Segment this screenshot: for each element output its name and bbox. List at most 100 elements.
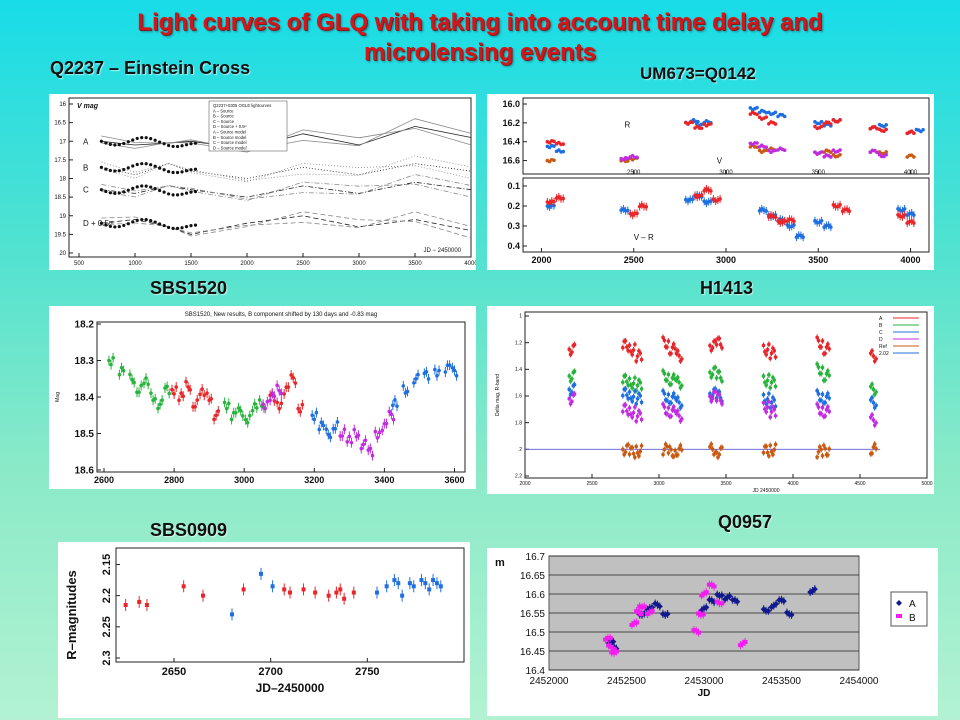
sbs1520-green-point bbox=[158, 402, 162, 407]
q2237-data-point bbox=[99, 188, 103, 192]
sbs0909-blue-point bbox=[270, 584, 275, 589]
q2237-data-point bbox=[167, 143, 171, 148]
h1413-B-point bbox=[669, 382, 673, 387]
sbs0909-blue-point bbox=[396, 581, 401, 586]
chart-q2237: 500 1000 1500 2000 2500 3000 3500 4000 16 16.5 17 1… bbox=[49, 94, 476, 270]
q2237-data-point bbox=[122, 167, 126, 172]
q0957-ytick-label: 16.55 bbox=[520, 609, 545, 620]
sbs1520-ylabel: Mag bbox=[55, 392, 61, 402]
um673-VRB-point bbox=[635, 211, 639, 216]
sbs1520-xtick-label: 2800 bbox=[164, 475, 184, 485]
q2237-ytick-label: 18 bbox=[59, 177, 66, 183]
h1413-A-point bbox=[572, 342, 577, 347]
h1413-plot-frame bbox=[524, 311, 928, 479]
um673-VB-point bbox=[838, 148, 842, 152]
h1413-C-point bbox=[827, 396, 831, 400]
sbs1520-red-point bbox=[174, 385, 179, 389]
h1413-Ref-point bbox=[639, 443, 644, 448]
sbs0909-ylabel: R–magnitudes bbox=[64, 570, 79, 660]
h1413-A-point bbox=[708, 343, 712, 348]
chart-sbs1520-svg: SBS1520, New results, B component shifte… bbox=[55, 312, 466, 485]
q2237-data-point bbox=[144, 184, 148, 188]
h1413-Ref-point bbox=[767, 454, 771, 458]
q0957-point-a bbox=[809, 587, 816, 594]
um673-VB-point bbox=[782, 148, 787, 153]
h1413-A-point bbox=[634, 359, 639, 363]
um673-bottom-xtick-label: 4000 bbox=[901, 255, 921, 265]
um673-RB-point bbox=[838, 118, 842, 122]
sbs0909-red-point bbox=[301, 587, 306, 592]
h1413-ylabel: Delta mag, R-band bbox=[495, 374, 501, 416]
sbs0909-red-point bbox=[144, 603, 149, 607]
um673-VRB-point bbox=[912, 221, 916, 225]
um673-RA-point bbox=[921, 127, 925, 132]
sbs1520-blue-point bbox=[310, 413, 314, 418]
sbs1520-green-point bbox=[255, 406, 259, 410]
q0957-point-a bbox=[726, 593, 733, 600]
q2237-data-point bbox=[193, 223, 198, 227]
h1413-B-point bbox=[761, 374, 766, 378]
q2237-model-line bbox=[101, 127, 472, 153]
q0957-xtick-label: 2452500 bbox=[607, 676, 646, 687]
h1413-Ref-point bbox=[661, 452, 665, 457]
sbs0909-blue-point bbox=[259, 571, 263, 576]
sbs0909-ytick-label: 2.3 bbox=[101, 650, 113, 665]
h1413-A-point bbox=[874, 356, 878, 361]
chart-sbs0909: 2650 2700 2750 2.15 2.2 2.25 2.3 JD–2450000 R–ma… bbox=[58, 542, 470, 718]
sbs1520-red-point bbox=[293, 381, 298, 385]
um673-VA-point bbox=[838, 152, 842, 157]
h1413-D-point bbox=[633, 405, 637, 409]
h1413-D-point bbox=[827, 409, 831, 414]
h1413-C-point bbox=[623, 387, 628, 391]
q0957-point-b bbox=[703, 590, 709, 595]
h1413-Ref-point bbox=[662, 447, 667, 452]
sbs1520-blue-point bbox=[319, 420, 324, 425]
q2237-data-point bbox=[153, 187, 157, 191]
h1413-D-point bbox=[764, 410, 768, 414]
h1413-D-point bbox=[761, 400, 766, 405]
h1413-B-point bbox=[675, 375, 680, 380]
sbs1520-green-point bbox=[128, 372, 132, 377]
q2237-data-point bbox=[131, 220, 135, 224]
h1413-D-point bbox=[679, 417, 684, 421]
q2237-data-point bbox=[126, 140, 130, 144]
sbs1520-green-point bbox=[142, 381, 146, 386]
h1413-ytick-label: 1.8 bbox=[515, 420, 522, 426]
chart-q0957: 16.4 16.45 16.5 16.55 16.6 16.65 16.7 2452000 24… bbox=[487, 548, 938, 716]
q2237-data-point bbox=[189, 142, 193, 146]
q0957-point-b bbox=[641, 604, 647, 609]
h1413-C-point bbox=[871, 400, 876, 405]
panel-label-um673: UM673=Q0142 bbox=[640, 64, 756, 83]
q2237-xtick-label: 3500 bbox=[408, 261, 422, 267]
h1413-A-point bbox=[631, 348, 636, 352]
h1413-D-point bbox=[714, 398, 719, 403]
sbs1520-xtick-label: 3000 bbox=[234, 475, 254, 485]
sbs1520-green-point bbox=[149, 391, 153, 395]
q2237-ytick-label: 18.5 bbox=[54, 195, 66, 201]
q2237-data-point bbox=[149, 185, 153, 189]
q2237-data-point bbox=[171, 144, 175, 149]
q2237-data-point bbox=[189, 224, 193, 228]
h1413-D-point bbox=[826, 404, 830, 409]
h1413-D-point bbox=[666, 405, 671, 410]
q0957-point-b bbox=[634, 620, 640, 625]
q2237-data-point bbox=[144, 218, 148, 222]
um673-top-xtick-label: 3000 bbox=[719, 170, 733, 176]
sbs1520-green-point bbox=[156, 406, 160, 411]
um673-vr-label: V – R bbox=[634, 233, 654, 242]
sbs0909-red-point bbox=[241, 587, 246, 592]
q2237-data-point bbox=[135, 185, 139, 189]
sbs1520-green-point bbox=[144, 376, 148, 380]
h1413-B-point bbox=[666, 372, 671, 377]
q0957-legend-entry: B bbox=[909, 613, 916, 624]
h1413-ytick-label: 2.2 bbox=[515, 474, 522, 480]
sbs1520-xtick-label: 2600 bbox=[94, 475, 114, 485]
sbs1520-magenta-point bbox=[391, 417, 396, 422]
sbs1520-blue-point bbox=[437, 368, 441, 373]
q2237-xlabel: JD − 2450000 bbox=[423, 248, 461, 254]
um673-RB-point bbox=[829, 122, 833, 126]
q2237-plot-frame bbox=[68, 97, 472, 258]
um673-RB-point bbox=[690, 120, 695, 125]
q0957-point-b bbox=[742, 639, 748, 644]
h1413-A-point bbox=[570, 350, 574, 354]
